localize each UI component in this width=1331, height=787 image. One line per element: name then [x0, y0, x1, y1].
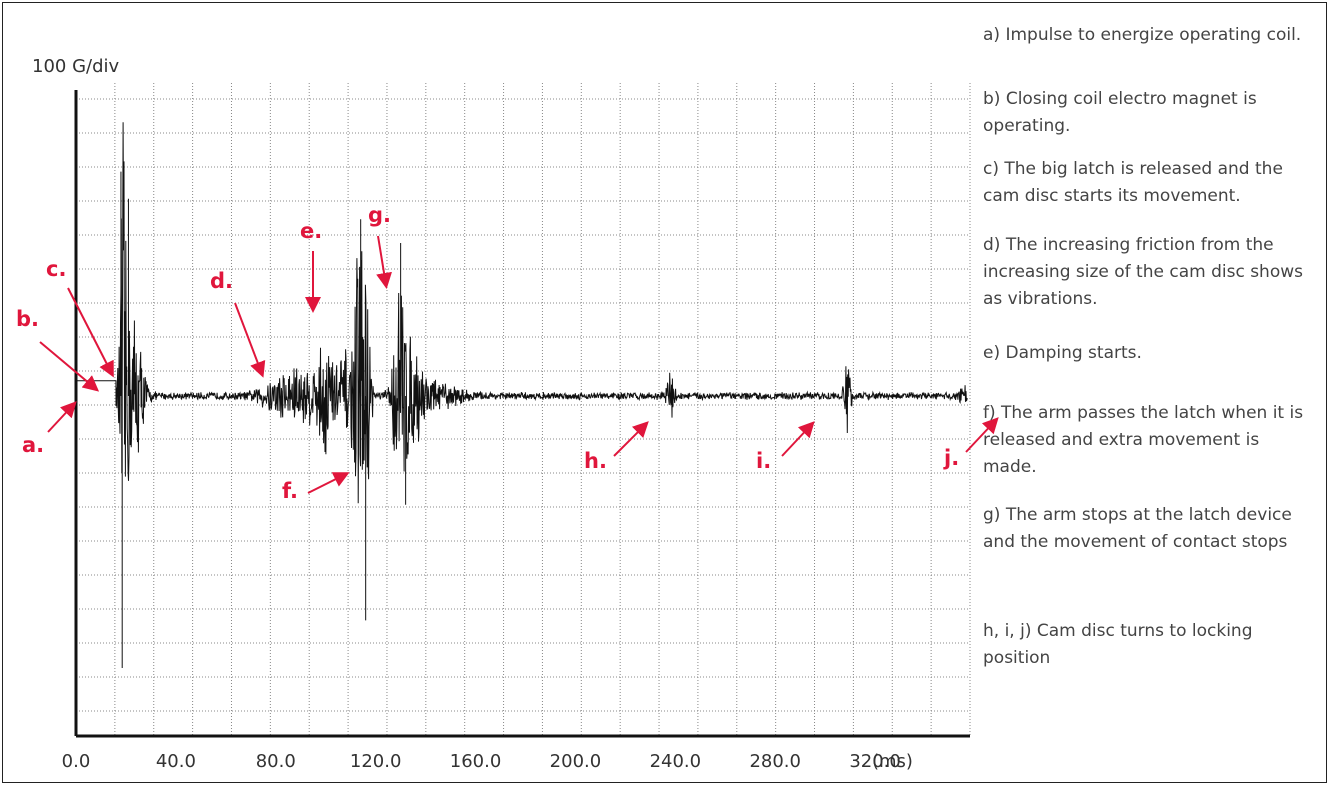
x-tick-label: 280.0: [749, 751, 801, 772]
x-tick-label: 200.0: [550, 751, 602, 772]
annotation-label: h.: [584, 449, 607, 473]
annotation-label: e.: [300, 219, 322, 243]
annotation-note: g) The arm stops at the latch device and…: [983, 505, 1292, 552]
annotation-note: e) Damping starts.: [983, 343, 1142, 363]
y-axis-label: 100 G/div: [32, 56, 120, 77]
x-tick-label: 40.0: [156, 751, 196, 772]
vibration-signal: [76, 122, 968, 668]
annotation-label: a.: [22, 433, 44, 457]
x-tick-label: 120.0: [350, 751, 402, 772]
annotation-arrow: [39, 341, 100, 392]
chart-grid: [76, 83, 971, 736]
x-tick-label: 160.0: [450, 751, 502, 772]
annotation-arrow: [67, 287, 114, 378]
annotation-arrow: [781, 421, 815, 457]
annotation-note: h, i, j) Cam disc turns to locking posit…: [983, 621, 1253, 668]
x-tick-label: 80.0: [256, 751, 296, 772]
x-tick-label: 320.0: [849, 751, 901, 772]
annotation-label: i.: [756, 449, 771, 473]
x-tick-labels: 0.0 40.0 80.0 120.0 160.0 200.0 240.0 280.0 320.…: [62, 751, 901, 772]
annotation-label: b.: [16, 307, 39, 331]
annotation-arrow: [613, 421, 649, 457]
annotation-label: g.: [368, 203, 391, 227]
annotation-note: a) Impulse to energize operating coil.: [983, 25, 1302, 45]
annotation-note: c) The big latch is released and the cam…: [983, 159, 1283, 206]
x-axis-unit-label: (ms): [872, 751, 913, 772]
annotation-label: f.: [282, 479, 298, 503]
x-tick-label: 240.0: [650, 751, 702, 772]
chart-axes: [74, 90, 970, 738]
annotation-arrow: [965, 417, 999, 453]
annotation-arrow: [234, 302, 266, 378]
annotation-label: j.: [943, 446, 959, 470]
annotation-arrow: [47, 401, 77, 433]
annotation-label: c.: [46, 257, 66, 281]
annotation-arrow: [307, 472, 350, 494]
x-tick-label: 0.0: [62, 751, 91, 772]
annotation-note: b) Closing coil electro magnet is operat…: [983, 89, 1257, 136]
annotation-label: d.: [210, 269, 233, 293]
annotation-note: d) The increasing friction from the incr…: [983, 235, 1303, 309]
annotation-note: f) The arm passes the latch when it is r…: [983, 403, 1304, 477]
annotations: a. b. c. d. e. f. g. h. i. j.: [16, 203, 999, 503]
annotation-arrow: [376, 235, 392, 289]
